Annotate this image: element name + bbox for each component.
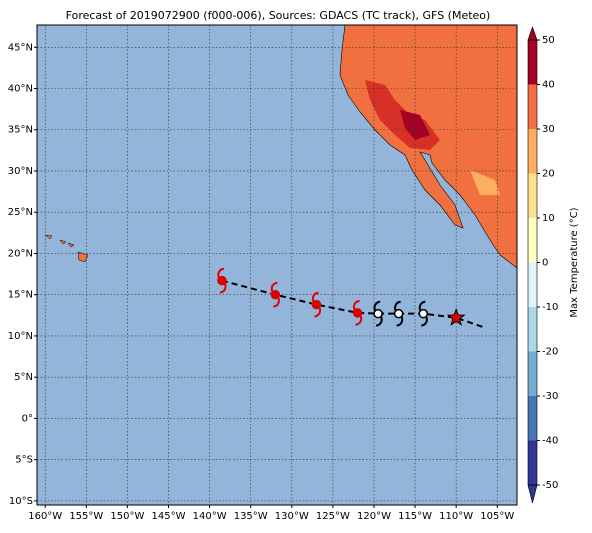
colorbar-extend xyxy=(527,484,538,504)
mild-region xyxy=(470,170,500,195)
colorbar-segment xyxy=(528,84,537,129)
colorbar-tick-label: -50 xyxy=(542,480,558,491)
colorbar-extend xyxy=(527,26,538,41)
x-tick-label: 140°W xyxy=(193,511,227,522)
colorbar-segment xyxy=(528,262,537,307)
land xyxy=(44,24,518,269)
y-tick-label: 20°N xyxy=(8,248,33,259)
x-tick-label: 115°W xyxy=(398,511,432,522)
frame xyxy=(36,24,518,506)
colorbar-segment xyxy=(528,351,537,396)
y-tick-label: 5°N xyxy=(14,372,33,383)
colorbar-tick-label: 50 xyxy=(542,35,555,46)
colorbar-tick-label: -30 xyxy=(542,391,558,402)
y-tick-label: 0° xyxy=(22,413,33,424)
cyclone-symbol xyxy=(217,267,227,294)
cyclone-eye xyxy=(270,289,281,300)
cyclone-eye xyxy=(393,308,404,319)
cyclone-symbol xyxy=(373,300,383,327)
cyclone-eye xyxy=(373,308,383,319)
y-tick-label: 10°S xyxy=(9,496,33,507)
cyclone-eye xyxy=(217,275,227,286)
cyclone-symbol xyxy=(393,300,404,327)
colorbar-label: Max Temperature (°C) xyxy=(569,207,580,317)
x-tick-label: 130°W xyxy=(275,511,309,522)
colorbar-segment xyxy=(528,173,537,218)
current-position xyxy=(446,307,466,326)
colorbar-segment xyxy=(528,440,537,485)
y-tick-label: 40°N xyxy=(8,84,33,95)
x-tick-label: 135°W xyxy=(234,511,268,522)
y-tick-label: 35°N xyxy=(8,125,33,136)
x-tick-label: 160°W xyxy=(28,511,62,522)
colorbar-tick-label: -20 xyxy=(542,347,558,358)
y-tick-label: 15°N xyxy=(8,290,33,301)
x-tick-label: 150°W xyxy=(110,511,144,522)
y-tick-label: 45°N xyxy=(8,42,33,53)
y-tick-label: 5°S xyxy=(15,455,33,466)
colorbar-segment xyxy=(528,396,537,441)
x-tick-label: 120°W xyxy=(357,511,391,522)
hot-region xyxy=(400,110,430,140)
cyclone-symbol xyxy=(352,299,363,326)
y-tick-label: 25°N xyxy=(8,207,33,218)
colorbar-tick-label: 30 xyxy=(542,124,555,135)
colorbar-segment xyxy=(528,218,537,263)
colorbar-tick-label: -10 xyxy=(542,302,558,313)
cyclone-eye xyxy=(418,308,429,319)
colorbar-segment xyxy=(528,40,537,85)
cyclone-symbol xyxy=(418,300,429,327)
colorbar-tick-label: 0 xyxy=(542,258,548,269)
x-tick-label: 125°W xyxy=(316,511,350,522)
x-tick-label: 145°W xyxy=(152,511,186,522)
cyclone-symbol xyxy=(311,291,322,318)
cyclone-symbol xyxy=(270,281,281,308)
colorbar-tick-label: 20 xyxy=(542,169,555,180)
y-tick-label: 30°N xyxy=(8,166,33,177)
colorbar-tick-label: -40 xyxy=(542,436,558,447)
x-tick-label: 155°W xyxy=(69,511,103,522)
colorbar-tick-label: 40 xyxy=(542,80,555,91)
colorbar-segment xyxy=(528,307,537,352)
cyclone-eye xyxy=(311,299,322,310)
colorbar-segment xyxy=(528,129,537,174)
chart-title: Forecast of 2019072900 (f000-006), Sourc… xyxy=(66,9,491,22)
y-tick-label: 10°N xyxy=(8,331,33,342)
x-tick-label: 110°W xyxy=(439,511,473,522)
cyclone-eye xyxy=(352,308,363,318)
hawaii xyxy=(44,234,89,263)
colorbar-tick-label: 10 xyxy=(542,213,555,224)
x-tick-label: 105°W xyxy=(480,511,514,522)
